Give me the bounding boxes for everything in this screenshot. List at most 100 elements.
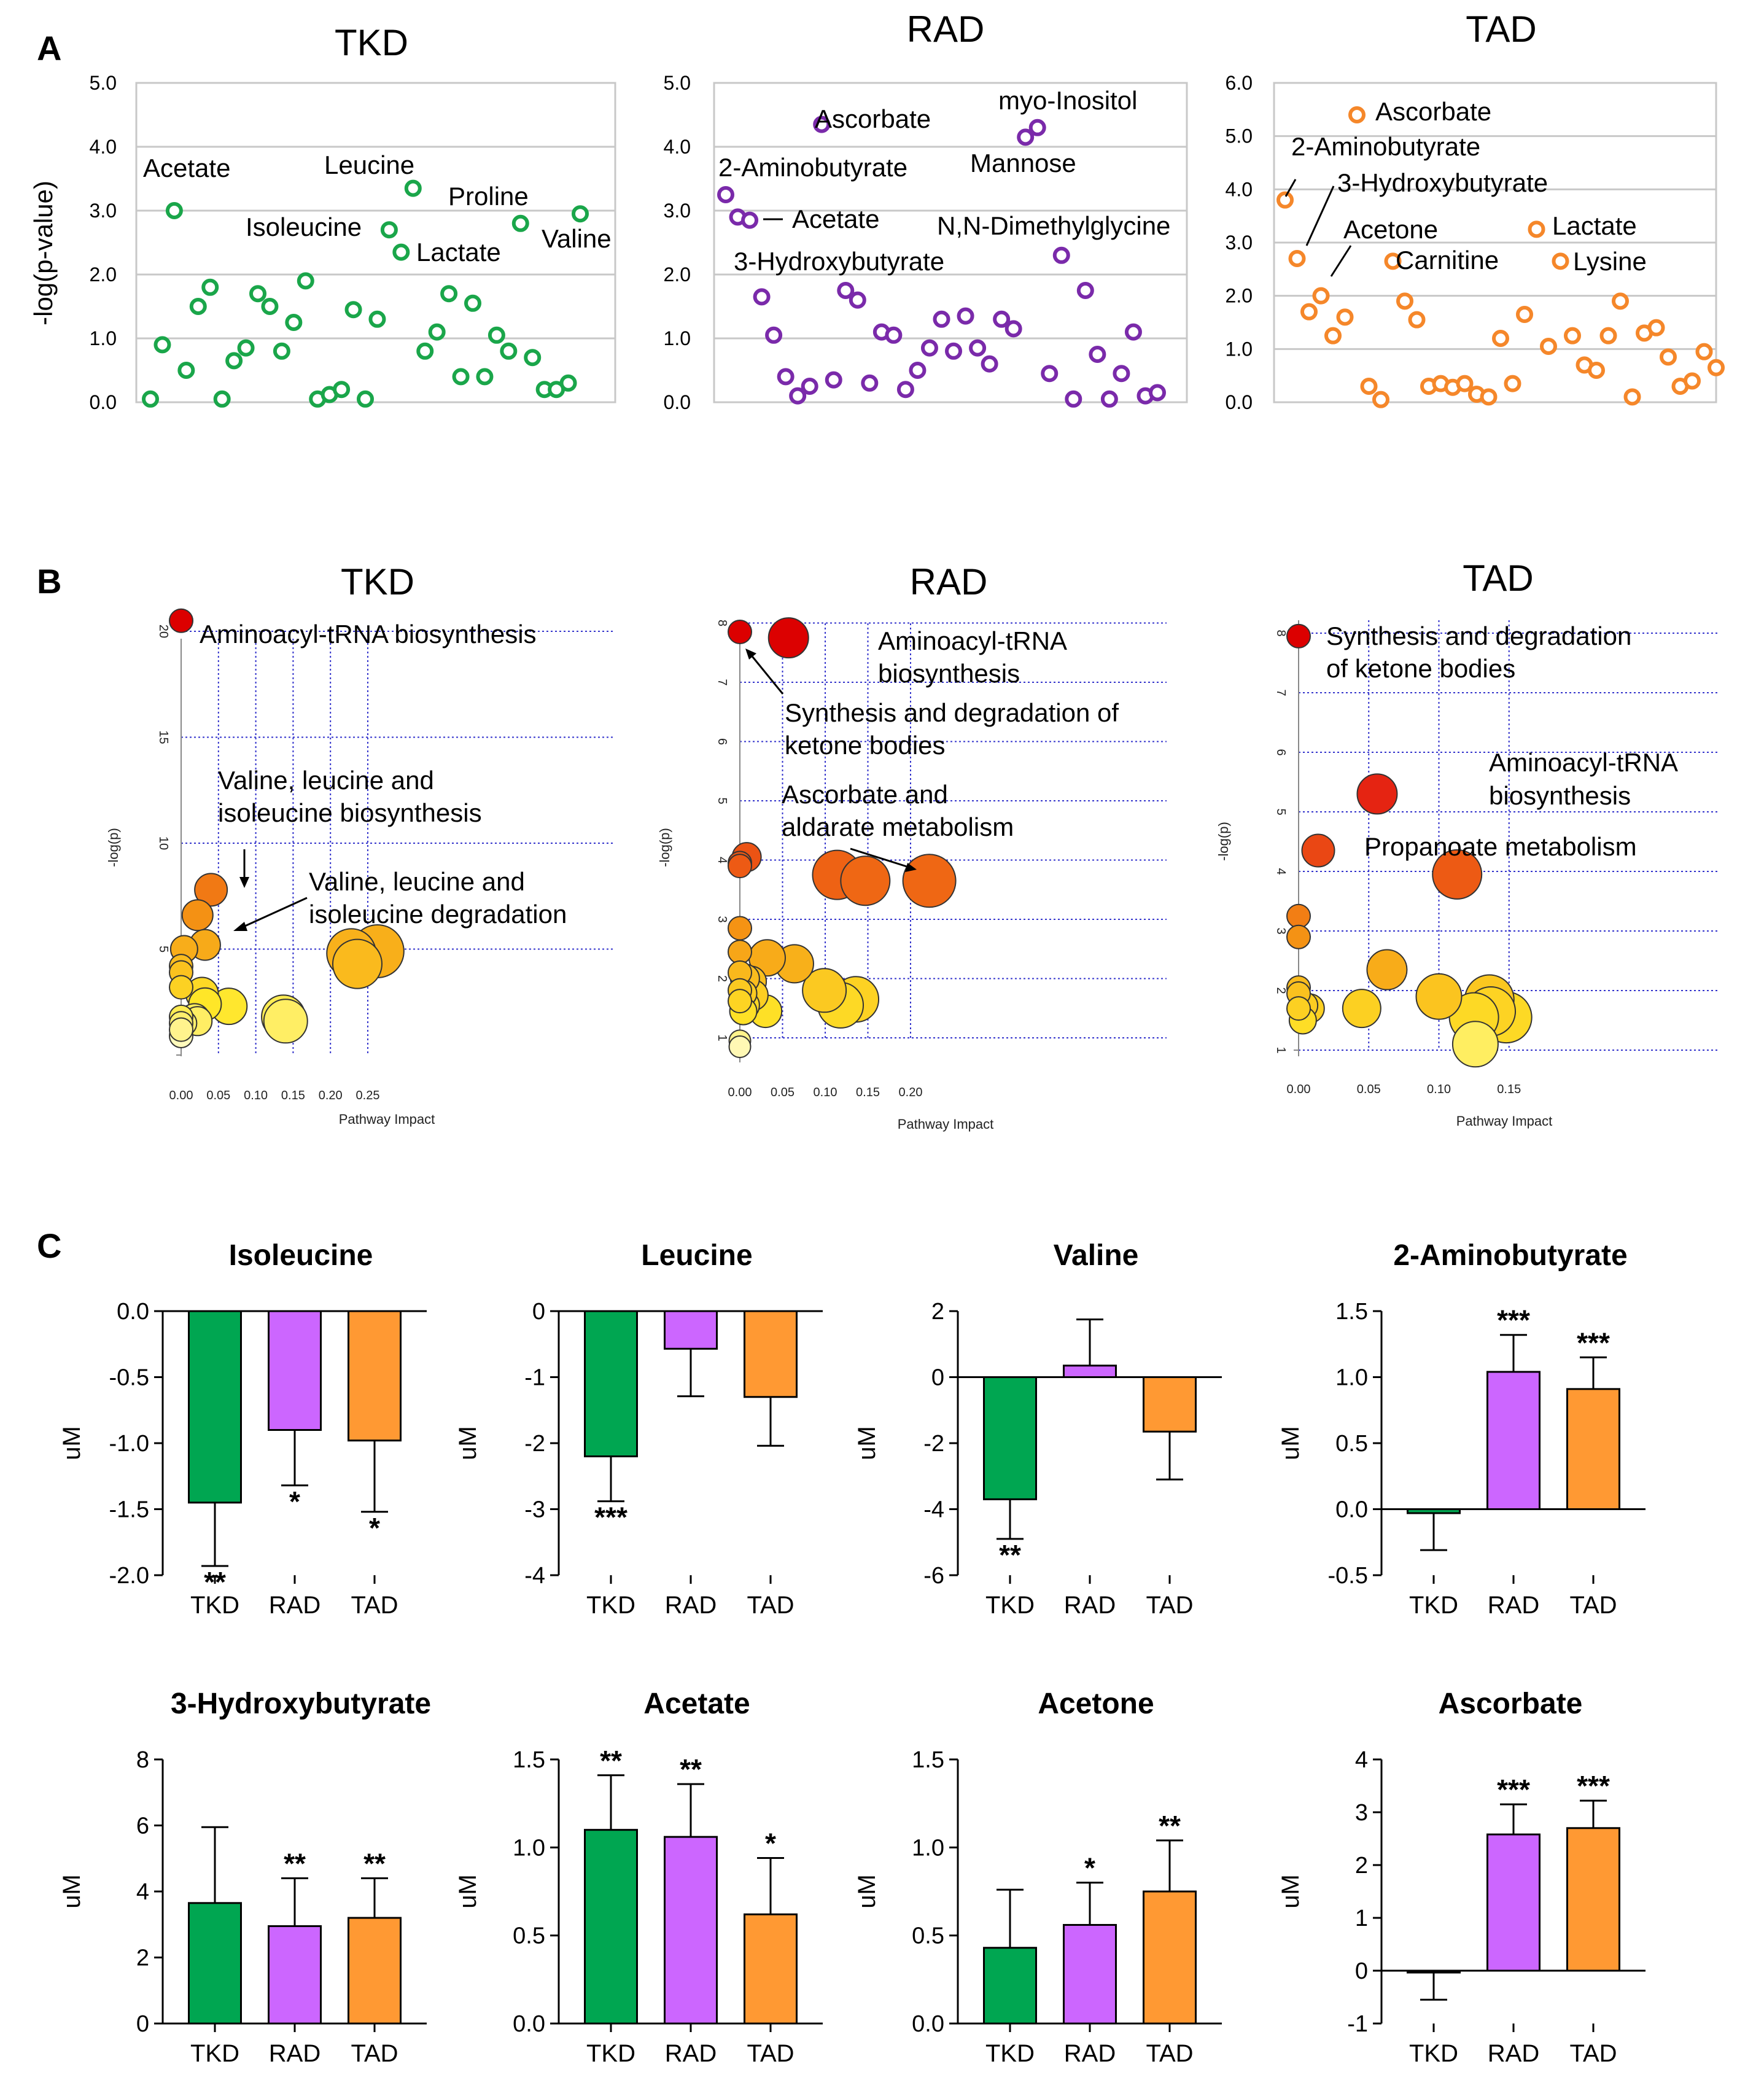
y-tick-label: 2 bbox=[1355, 1853, 1368, 1879]
data-point bbox=[1528, 220, 1545, 238]
x-tick-label: RAD bbox=[1488, 2040, 1539, 2067]
data-point bbox=[428, 323, 446, 341]
pathway-bubble bbox=[1286, 623, 1311, 649]
x-tick-label: TAD bbox=[1569, 1592, 1617, 1619]
arrow-head bbox=[233, 922, 247, 931]
data-point bbox=[1288, 250, 1306, 267]
pathway-bubble bbox=[1415, 973, 1463, 1020]
x-axis-label: Pathway Impact bbox=[339, 1112, 435, 1127]
data-point bbox=[368, 310, 386, 328]
chart-title: 3-Hydroxybutyrate bbox=[171, 1688, 431, 1720]
arrow-line bbox=[749, 653, 784, 695]
y-tick-label: 1.0 bbox=[513, 1835, 545, 1861]
arrow-head bbox=[905, 863, 917, 872]
chart-title: TKD bbox=[341, 561, 414, 602]
data-point bbox=[1708, 359, 1725, 376]
data-point bbox=[717, 186, 734, 203]
y-tick-label: 0.0 bbox=[513, 2011, 545, 2037]
annotation-label: Ascorbate and bbox=[782, 780, 948, 809]
y-tick-label: -1.5 bbox=[109, 1497, 149, 1523]
y-tick-label: -0.5 bbox=[1328, 1563, 1368, 1589]
y-tick-label: -2.0 bbox=[109, 1563, 149, 1589]
x-tick-label: 0.00 bbox=[169, 1089, 193, 1102]
bar bbox=[584, 1310, 638, 1457]
y-tick-label: 2 bbox=[1274, 987, 1288, 994]
annotation-label: Proline bbox=[448, 182, 529, 211]
pathway-bubble bbox=[1451, 1021, 1499, 1068]
pathway-bubble bbox=[728, 989, 752, 1014]
pathway-bubble bbox=[767, 617, 809, 659]
significance-label: ** bbox=[600, 1745, 622, 1777]
data-point bbox=[1276, 191, 1294, 209]
y-tick-label: 5 bbox=[715, 797, 729, 804]
y-tick-label: -4 bbox=[524, 1563, 545, 1589]
y-tick-label: 0 bbox=[931, 1365, 944, 1391]
y-tick-label: 15 bbox=[157, 730, 170, 744]
x-tick-label: TAD bbox=[1569, 2040, 1617, 2067]
data-point bbox=[1052, 246, 1070, 264]
y-axis-label: uM bbox=[853, 1426, 880, 1460]
pathway-bubble bbox=[169, 975, 193, 1000]
annotation-label: Lysine bbox=[1573, 247, 1647, 276]
y-tick-label: 0.0 bbox=[664, 391, 691, 413]
significance-label: ** bbox=[363, 1848, 386, 1880]
panel-a-rad-chart: RAD 0.0 1.0 2.0 3.0 4.0 5.0 Ascorbate myo-Ino… bbox=[664, 9, 1188, 413]
y-tick-labels: 5 10 15 20 bbox=[157, 625, 170, 952]
pathway-bubble bbox=[332, 938, 383, 989]
data-point bbox=[1660, 348, 1677, 366]
plot-frame bbox=[135, 82, 616, 403]
y-tick-label: 6 bbox=[1274, 749, 1288, 755]
data-point bbox=[849, 291, 866, 309]
annotation-label: Propanoate metabolism bbox=[1364, 832, 1637, 861]
data-point bbox=[1017, 128, 1035, 146]
bar-chart-isoleucine: IsoleucineuM-2.0-1.5-1.0-0.50.0**TKD*RAD… bbox=[58, 1239, 427, 1619]
y-tick-label: 1.0 bbox=[1335, 1365, 1368, 1391]
y-tick-label: 5 bbox=[157, 946, 170, 952]
data-point bbox=[1456, 375, 1474, 392]
x-tick-label: TKD bbox=[1409, 2040, 1458, 2067]
annotation-label: of ketone bodies bbox=[1326, 654, 1515, 683]
data-point bbox=[1684, 372, 1701, 390]
data-point bbox=[488, 326, 505, 344]
data-point bbox=[993, 310, 1011, 328]
bar bbox=[268, 1310, 322, 1431]
data-point bbox=[1552, 252, 1569, 270]
y-tick-label: 5 bbox=[1274, 808, 1288, 815]
data-point bbox=[572, 205, 589, 223]
bar bbox=[188, 1310, 242, 1504]
data-point bbox=[559, 374, 577, 392]
pathway-bubble bbox=[902, 854, 957, 908]
pathway-bubble bbox=[728, 1035, 752, 1058]
chart-title: RAD bbox=[907, 9, 985, 50]
x-axis-label: Pathway Impact bbox=[1456, 1113, 1553, 1129]
y-tick-label: 2 bbox=[715, 975, 729, 982]
data-point bbox=[285, 314, 303, 331]
y-tick-label: 0.5 bbox=[912, 1923, 944, 1949]
data-point bbox=[142, 390, 159, 408]
annotation-label: Ascorbate bbox=[1375, 97, 1491, 126]
pathway-bubble bbox=[1432, 849, 1483, 900]
leader-line bbox=[1305, 185, 1335, 246]
y-tick-label: -1.0 bbox=[109, 1431, 149, 1457]
annotation-label: Acetate bbox=[143, 154, 230, 182]
annotation-label: Aminoacyl-tRNA biosynthesis bbox=[200, 620, 537, 649]
y-tick-labels: 1 2 3 4 5 6 7 8 bbox=[715, 620, 729, 1042]
x-tick-label: 0.05 bbox=[771, 1086, 795, 1099]
data-point bbox=[825, 371, 842, 389]
y-tick-label: 6.0 bbox=[1226, 72, 1253, 94]
bar bbox=[983, 1947, 1037, 2025]
pathway-bubble bbox=[169, 608, 193, 633]
bar bbox=[1566, 1827, 1620, 1972]
data-point bbox=[1124, 323, 1142, 341]
y-tick-label: 1 bbox=[1274, 1046, 1288, 1053]
y-tick-label: 3 bbox=[1355, 1800, 1368, 1826]
pathway-bubble bbox=[263, 999, 308, 1044]
x-tick-label: RAD bbox=[665, 2040, 717, 2067]
bar-chart-leucine: Leucine uM -4 -3 -2 -1 0 *** TKD RAD TAD bbox=[454, 1239, 823, 1619]
data-point bbox=[920, 339, 938, 357]
annotation-label: Synthesis and degradation of bbox=[785, 698, 1119, 727]
y-tick-label: 4.0 bbox=[1226, 178, 1253, 200]
x-tick-label: TKD bbox=[985, 1592, 1035, 1619]
data-point bbox=[153, 336, 171, 354]
data-point bbox=[969, 339, 987, 357]
